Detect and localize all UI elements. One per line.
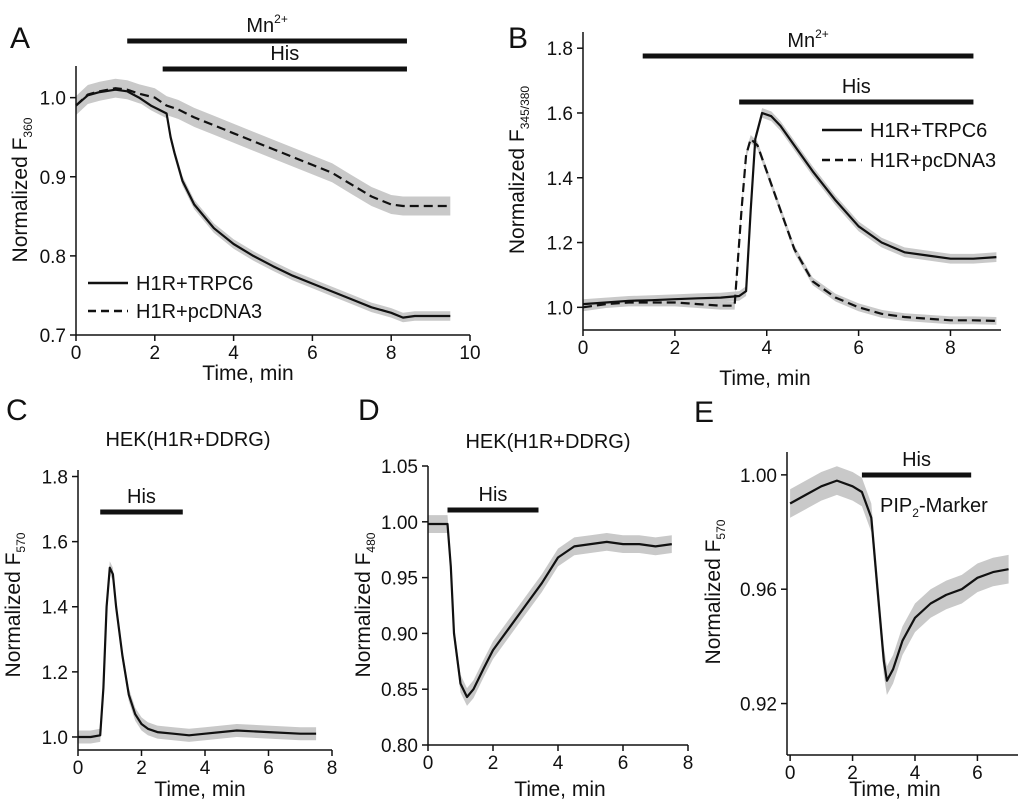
panel-c-stimulus-label-1: His bbox=[127, 486, 156, 508]
panel-a-error-band-2 bbox=[76, 78, 451, 216]
panel-e: E 0 2 4 6 0.92 0.96 1.00 His PIP2-Marker Time, … bbox=[694, 396, 1018, 801]
panel-a-stimulus-label-1: Mn2+ bbox=[246, 12, 287, 37]
panel-e-plot-area: 0 2 4 6 0.92 0.96 1.00 His bbox=[740, 449, 1018, 784]
panel-b-stimulus-label-1: Mn2+ bbox=[787, 27, 828, 52]
panel-e-x-tick-label: 4 bbox=[910, 763, 921, 784]
panel-e-x-tick-label: 2 bbox=[847, 763, 858, 784]
panel-a-y-tick-label: 0.7 bbox=[40, 326, 66, 347]
panel-c-plot-area: 0 2 4 6 8 1.0 1.2 1.4 1.6 1.8 His bbox=[42, 468, 338, 779]
panel-a-x-tick-label: 4 bbox=[228, 343, 239, 364]
panel-a-y-tick-label: 0.9 bbox=[40, 168, 66, 189]
panel-d-y-tick-label: 0.95 bbox=[381, 569, 418, 590]
panel-b-series-line-1 bbox=[582, 111, 997, 306]
panel-letter-c: C bbox=[6, 394, 28, 427]
panel-c-y-tick-label: 1.0 bbox=[42, 728, 68, 749]
panel-b-x-tick-label: 6 bbox=[853, 338, 864, 359]
panel-e-y-tick-label: 0.92 bbox=[740, 695, 777, 716]
panel-d-x-tick-label: 6 bbox=[618, 753, 629, 774]
panel-a-x-axis-label: Time, min bbox=[202, 362, 293, 385]
panel-d-x-tick-label: 0 bbox=[423, 753, 434, 774]
panel-d: D HEK(H1R+DDRG) 0 2 4 6 8 0.80 0.85 0.90 0.95 1.0… bbox=[352, 394, 693, 801]
panel-b-stimulus-label-2: His bbox=[842, 76, 871, 98]
panel-a-x-tick-label: 8 bbox=[386, 343, 397, 364]
panel-e-x-axis-label: Time, min bbox=[849, 778, 940, 801]
panel-c-series-line-1 bbox=[78, 566, 317, 739]
panel-b-x-tick-label: 4 bbox=[761, 338, 772, 359]
panel-a-x-tick-label: 10 bbox=[459, 343, 480, 364]
panel-d-x-tick-label: 2 bbox=[488, 753, 499, 774]
panel-a-y-tick-label: 1.0 bbox=[40, 89, 66, 110]
panel-letter-d: D bbox=[358, 394, 380, 427]
panel-letter-b: B bbox=[508, 22, 528, 55]
panel-e-y-tick-label: 0.96 bbox=[740, 580, 777, 601]
panel-d-y-tick-label: 1.05 bbox=[381, 457, 418, 478]
panel-c: C HEK(H1R+DDRG) 0 2 4 6 81.01.21.41.61.8His … bbox=[2, 394, 337, 801]
panel-c-y-tick-label: 1.8 bbox=[42, 468, 68, 489]
panel-a-legend-entry-pcdna3: H1R+pcDNA3 bbox=[136, 301, 262, 323]
panel-a-legend: H1R+TRPC6 H1R+pcDNA3 bbox=[88, 273, 262, 323]
panel-b-y-axis-label: Normalized F345/380 bbox=[506, 86, 532, 255]
panel-d-y-axis-label: Normalized F480 bbox=[352, 532, 378, 677]
panel-c-x-tick-label: 8 bbox=[327, 758, 338, 779]
panel-e-x-tick-label: 6 bbox=[972, 763, 983, 784]
panel-d-title: HEK(H1R+DDRG) bbox=[465, 431, 630, 453]
panel-a: A 0 2 4 6 8 10 0.7 0.8 0.9 1.0 Mn2+ His Time, min N… bbox=[9, 12, 481, 385]
panel-d-plot-area: 0 2 4 6 8 0.80 0.85 0.90 0.95 1.00 1.05 His bbox=[381, 457, 693, 774]
panel-b-x-tick-label: 0 bbox=[578, 338, 589, 359]
panel-b-y-tick-label: 1.6 bbox=[547, 104, 573, 125]
panel-b-x-axis-label: Time, min bbox=[719, 367, 810, 390]
panel-d-y-tick-label: 0.90 bbox=[381, 624, 418, 645]
panel-b-x-tick-label: 2 bbox=[670, 338, 681, 359]
panel-e-stimulus-label-1: His bbox=[902, 449, 931, 471]
panel-d-x-tick-label: 4 bbox=[553, 753, 564, 774]
panel-b: B 0 2 4 6 81.01.21.41.61.8 Mn2+His Time, min … bbox=[506, 22, 1001, 390]
panel-b-series-line-2 bbox=[582, 137, 997, 322]
panel-e-y-tick-label: 1.00 bbox=[740, 466, 777, 487]
panel-b-y-tick-label: 1.4 bbox=[547, 169, 574, 190]
panel-c-x-axis-label: Time, min bbox=[154, 778, 245, 801]
panel-d-y-tick-label: 1.00 bbox=[381, 513, 418, 534]
panel-letter-e: E bbox=[694, 396, 714, 429]
panel-a-y-axis-label: Normalized F360 bbox=[9, 117, 35, 262]
panel-e-x-tick-label: 0 bbox=[785, 763, 796, 784]
panel-letter-a: A bbox=[10, 22, 30, 55]
panel-d-series-line-1 bbox=[428, 522, 672, 699]
panel-c-x-tick-label: 0 bbox=[73, 758, 84, 779]
panel-b-plot-area: 0 2 4 6 8 1.0 1.2 1.4 1.6 1.8 Mn2+ His bbox=[547, 27, 1001, 359]
panel-b-y-tick-label: 1.2 bbox=[547, 234, 573, 255]
panel-d-x-axis-label: Time, min bbox=[514, 778, 605, 801]
panel-c-y-tick-label: 1.4 bbox=[42, 598, 69, 619]
panel-a-x-tick-label: 2 bbox=[150, 343, 161, 364]
panel-a-y-tick-label: 0.8 bbox=[40, 247, 66, 268]
panel-e-series-line-1 bbox=[789, 479, 1009, 682]
panel-a-series-line-1 bbox=[75, 88, 451, 319]
panel-b-legend-entry-pcdna3: H1R+pcDNA3 bbox=[870, 150, 996, 172]
panel-e-annotation: PIP2-Marker bbox=[880, 495, 988, 520]
panel-a-x-tick-label: 6 bbox=[307, 343, 318, 364]
panel-b-legend-entry-trpc6: H1R+TRPC6 bbox=[870, 120, 987, 142]
panel-a-x-tick-label: 0 bbox=[71, 343, 82, 364]
panel-b-y-tick-label: 1.0 bbox=[547, 298, 573, 319]
panel-e-y-axis-label: Normalized F570 bbox=[702, 519, 728, 664]
panel-b-error-band-2 bbox=[583, 135, 997, 325]
panel-b-y-tick-label: 1.8 bbox=[547, 39, 573, 60]
panel-d-y-tick-label: 0.85 bbox=[381, 680, 418, 701]
panel-c-x-tick-label: 6 bbox=[263, 758, 274, 779]
panel-a-plot-area: 0 2 4 6 8 10 0.7 0.8 0.9 1.0 Mn2+ His bbox=[40, 12, 481, 364]
panel-c-y-axis-label: Normalized F570 bbox=[2, 532, 28, 677]
panel-c-title: HEK(H1R+DDRG) bbox=[105, 429, 270, 451]
panel-c-y-tick-label: 1.6 bbox=[42, 533, 68, 554]
panel-d-x-tick-label: 8 bbox=[683, 753, 694, 774]
panel-b-x-tick-label: 8 bbox=[945, 338, 956, 359]
panel-a-stimulus-label-2: His bbox=[270, 43, 299, 65]
panel-b-legend: H1R+TRPC6 H1R+pcDNA3 bbox=[822, 120, 996, 172]
panel-a-legend-entry-trpc6: H1R+TRPC6 bbox=[136, 273, 253, 295]
panel-d-y-tick-label: 0.80 bbox=[381, 736, 418, 757]
panel-c-x-tick-label: 2 bbox=[136, 758, 147, 779]
panel-c-y-tick-label: 1.2 bbox=[42, 663, 68, 684]
panel-c-x-tick-label: 4 bbox=[200, 758, 211, 779]
panel-d-stimulus-label-1: His bbox=[479, 484, 508, 506]
panel-a-series-line-2 bbox=[75, 87, 451, 208]
